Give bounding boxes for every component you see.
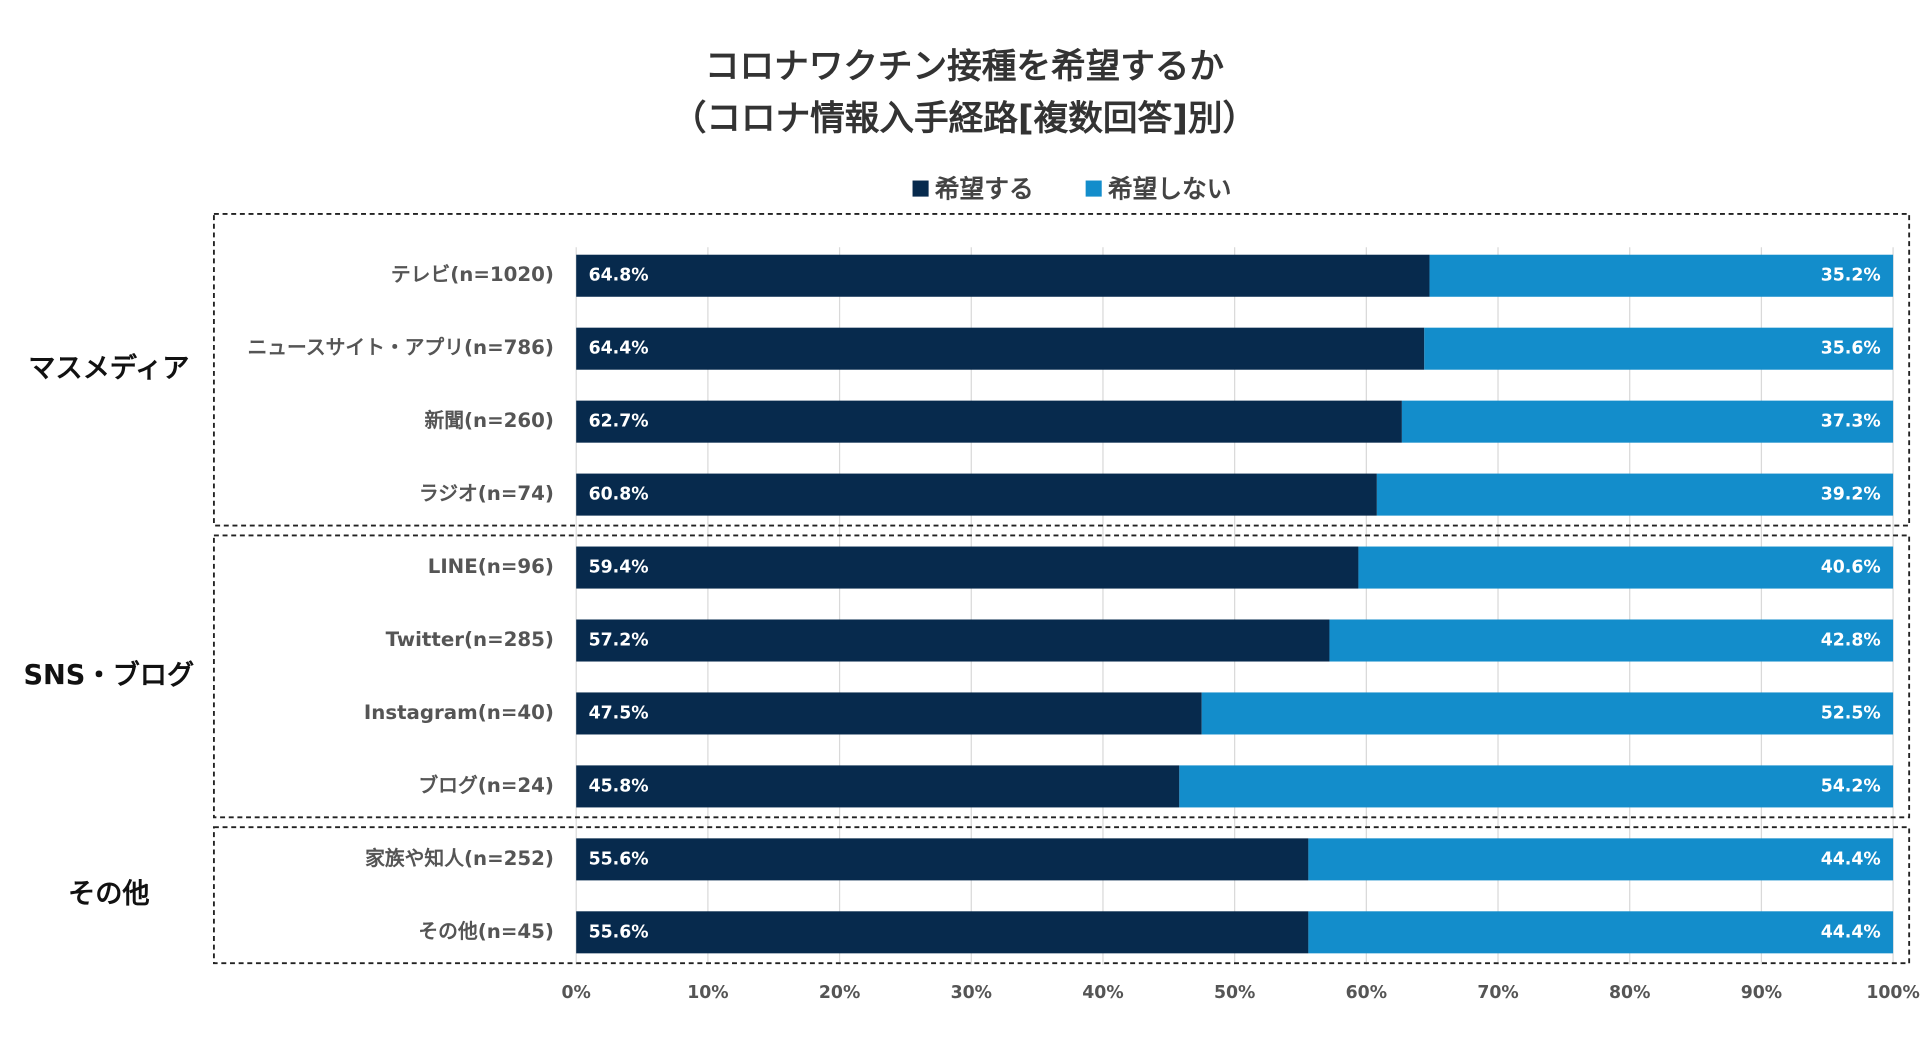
x-tick-label: 60%	[1346, 983, 1387, 1003]
bar-segment	[576, 692, 1202, 735]
bar-segment	[576, 546, 1359, 589]
group-label: その他	[68, 879, 150, 910]
group-label: SNS・ブログ	[23, 659, 194, 691]
x-tick-label: 40%	[1082, 983, 1123, 1003]
value-label: 47.5%	[589, 703, 649, 723]
category-label: 家族や知人(n=252)	[365, 847, 554, 870]
chart-title: （コロナ情報入手経路[複数回答]別）	[672, 99, 1257, 139]
value-label: 52.5%	[1821, 703, 1881, 723]
x-tick-label: 10%	[687, 983, 728, 1003]
group-label: マスメディア	[28, 352, 189, 384]
value-label: 37.3%	[1821, 412, 1881, 432]
bar-segment	[576, 619, 1330, 662]
x-tick-label: 20%	[819, 983, 860, 1003]
category-label: テレビ(n=1020)	[391, 263, 554, 286]
group-box	[212, 534, 1911, 819]
bar-segment	[1401, 400, 1894, 443]
value-label: 44.4%	[1821, 922, 1881, 942]
value-label: 44.4%	[1821, 849, 1881, 869]
category-label: 新聞(n=260)	[424, 409, 554, 432]
bar-segment	[1376, 473, 1894, 516]
category-label: Twitter(n=285)	[386, 628, 554, 651]
bar-segment	[1358, 546, 1894, 589]
bar-segment	[1329, 619, 1894, 662]
x-tick-label: 90%	[1741, 983, 1782, 1003]
bar-segment	[576, 254, 1430, 297]
group-box	[212, 826, 1911, 965]
category-label: ニュースサイト・アプリ(n=786)	[248, 336, 554, 359]
category-label: ブログ(n=24)	[418, 774, 554, 797]
x-tick-label: 0%	[562, 983, 591, 1003]
value-label: 55.6%	[589, 922, 649, 942]
category-label: Instagram(n=40)	[364, 701, 554, 724]
legend-swatch	[1085, 180, 1102, 197]
bar-segment	[1308, 911, 1894, 954]
bar-segment	[1308, 838, 1894, 881]
bar-segment	[1424, 327, 1894, 370]
value-label: 57.2%	[589, 631, 649, 651]
category-label: LINE(n=96)	[428, 555, 554, 578]
bar-segment	[576, 400, 1402, 443]
plot-root: コロナワクチン接種を希望するか （コロナ情報入手経路[複数回答]別） 希望する 希…	[23, 47, 1919, 1003]
x-tick-label: 100%	[1866, 983, 1919, 1003]
bar-segment	[576, 838, 1309, 881]
value-label: 39.2%	[1821, 485, 1881, 505]
value-label: 55.6%	[589, 849, 649, 869]
bar-segment	[576, 473, 1377, 516]
bar-segment	[1179, 765, 1894, 808]
bar-segment	[576, 765, 1180, 808]
x-tick-label: 50%	[1214, 983, 1255, 1003]
bar-segment	[1429, 254, 1894, 297]
value-label: 60.8%	[589, 485, 649, 505]
x-tick-label: 80%	[1609, 983, 1650, 1003]
legend-swatch	[912, 180, 929, 197]
x-tick-label: 70%	[1477, 983, 1518, 1003]
bar-segment	[1201, 692, 1894, 735]
bar-segment	[576, 911, 1309, 954]
value-label: 54.2%	[1821, 776, 1881, 796]
category-label: その他(n=45)	[418, 920, 554, 943]
value-label: 64.8%	[589, 266, 649, 286]
bar-segment	[576, 327, 1425, 370]
value-label: 59.4%	[589, 558, 649, 578]
legend-label: 希望する	[935, 174, 1034, 203]
chart-title: コロナワクチン接種を希望するか	[705, 47, 1225, 87]
x-tick-label: 30%	[951, 983, 992, 1003]
legend-label: 希望しない	[1108, 174, 1232, 203]
category-label: ラジオ(n=74)	[419, 482, 554, 505]
value-label: 42.8%	[1821, 631, 1881, 651]
value-label: 64.4%	[589, 339, 649, 359]
value-label: 45.8%	[589, 776, 649, 796]
value-label: 35.2%	[1821, 266, 1881, 286]
value-label: 62.7%	[589, 412, 649, 432]
value-label: 35.6%	[1821, 339, 1881, 359]
value-label: 40.6%	[1821, 558, 1881, 578]
